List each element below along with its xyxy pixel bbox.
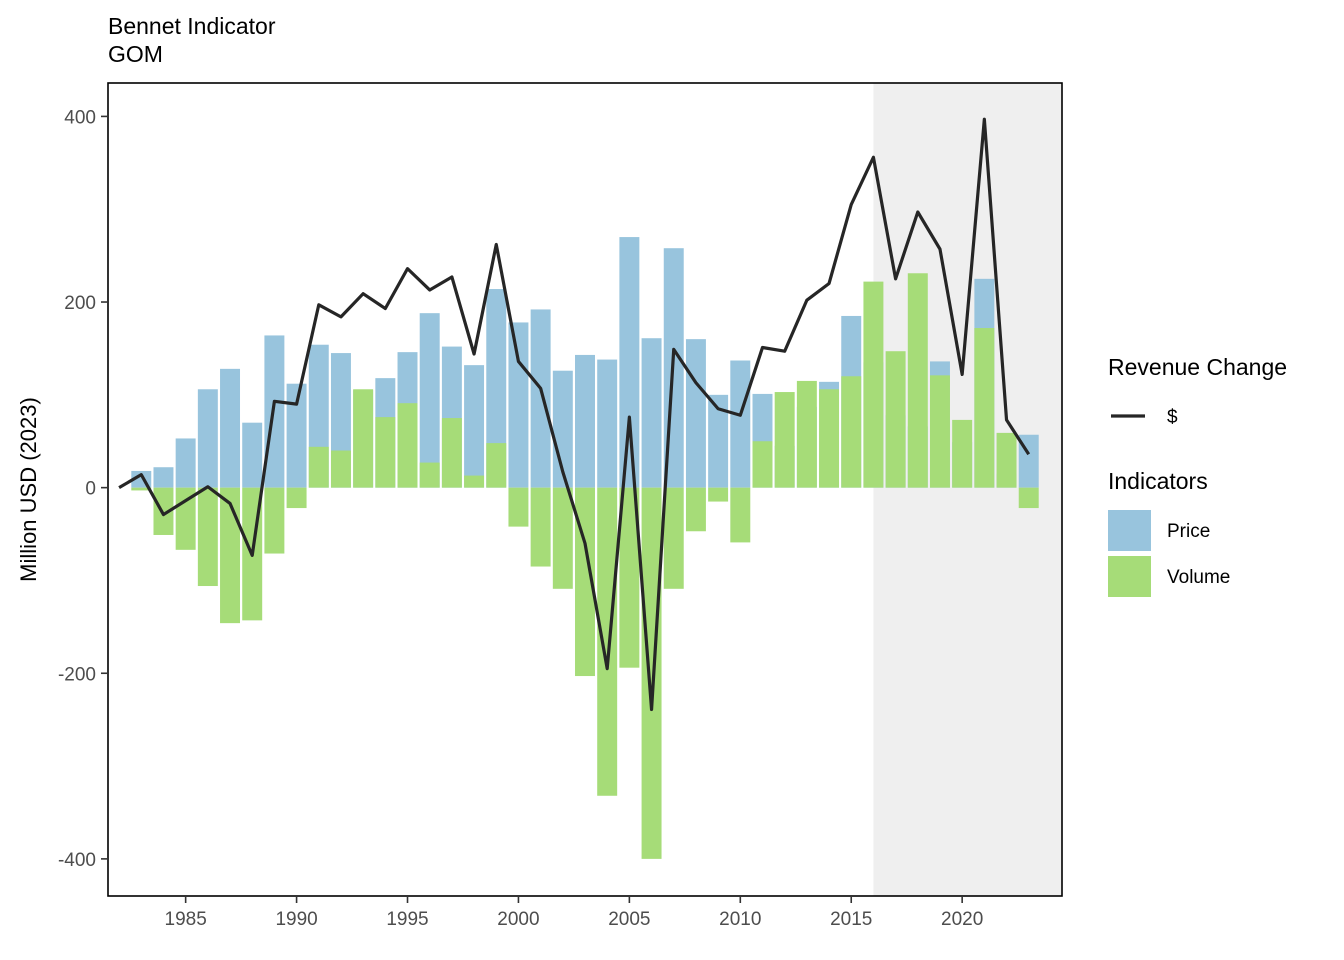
volume-bar-2021 (974, 328, 995, 488)
chart-titles: Bennet Indicator GOM (108, 13, 276, 67)
x-tick-label: 1985 (165, 909, 207, 930)
volume-bar-1991 (308, 446, 329, 488)
price-bar-2001 (530, 309, 551, 488)
volume-bar-2008 (685, 487, 706, 532)
price-bar-2003 (575, 354, 595, 488)
legend-title: Indicators (1108, 468, 1208, 494)
volume-bar-1986 (197, 487, 218, 587)
legend: Revenue Change $ Indicators Price Volume (1108, 354, 1287, 597)
volume-bar-2009 (708, 487, 729, 502)
legend-label: Price (1167, 521, 1210, 542)
chart-subtitle: GOM (108, 41, 163, 67)
x-tick-label: 2000 (497, 909, 539, 930)
volume-bar-2015 (841, 376, 862, 488)
price-bar-2006 (641, 338, 662, 488)
volume-bar-1987 (220, 487, 241, 624)
volume-bar-1983 (131, 487, 152, 491)
legend-key-volume (1108, 556, 1151, 597)
volume-bar-2014 (819, 389, 840, 488)
volume-bar-2016 (863, 281, 884, 488)
revenue-change-line (118, 117, 1031, 712)
volume-bar-2013 (796, 380, 817, 488)
volume-bar-2011 (752, 441, 773, 488)
volume-bar-2010 (730, 487, 751, 543)
volume-bar-1992 (330, 450, 351, 488)
volume-bar-2012 (774, 392, 795, 488)
volume-bar-2003 (575, 487, 595, 677)
volume-bar-2022 (996, 432, 1017, 488)
plot-area (107, 82, 1063, 897)
y-tick-label: 200 (64, 293, 96, 314)
x-tick-label: 1990 (275, 909, 317, 930)
volume-bar-1995 (397, 403, 418, 488)
volume-bar-2020 (952, 419, 973, 488)
x-tick-label: 2010 (719, 909, 761, 930)
price-bar-2005 (619, 237, 640, 488)
x-tick-label: 2005 (608, 909, 650, 930)
y-tick-label: 400 (64, 107, 96, 128)
volume-bar-2019 (929, 375, 950, 488)
volume-bar-1997 (441, 418, 462, 488)
price-bar-1987 (220, 368, 241, 488)
legend-label: $ (1167, 407, 1178, 428)
volume-bar-2004 (597, 487, 618, 796)
legend-key-price (1108, 510, 1151, 551)
volume-bar-1998 (464, 475, 485, 488)
price-bar-1985 (175, 438, 196, 488)
volume-bars (131, 273, 1039, 859)
y-axis-title: Million USD (2023) (16, 397, 41, 582)
volume-bar-2000 (508, 487, 529, 527)
volume-bar-1999 (486, 443, 507, 488)
revenue-change-line-group (118, 117, 1031, 712)
price-bar-1996 (419, 313, 440, 488)
y-tick-label: -400 (58, 850, 96, 871)
price-bar-2004 (597, 359, 618, 488)
volume-bar-1989 (264, 487, 285, 554)
y-axis: -400 -200 0 200 400 (58, 107, 108, 871)
volume-bar-2018 (907, 273, 928, 488)
panel-border (107, 82, 1063, 897)
y-tick-label: 0 (85, 479, 96, 500)
price-bar-1988 (242, 422, 263, 488)
x-tick-label: 2020 (941, 909, 983, 930)
volume-bar-1993 (353, 389, 374, 488)
volume-bar-2002 (552, 487, 573, 589)
volume-bar-2001 (530, 487, 551, 567)
price-bar-1998 (464, 365, 485, 488)
volume-bar-2017 (885, 351, 906, 488)
price-bar-1990 (286, 383, 307, 488)
price-bar-2009 (708, 394, 729, 488)
price-bar-1984 (153, 467, 174, 488)
x-tick-label: 2015 (830, 909, 872, 930)
volume-bar-1994 (375, 417, 396, 488)
x-tick-label: 1995 (386, 909, 428, 930)
chart-title: Bennet Indicator (108, 13, 276, 39)
x-axis: 1985 1990 1995 2000 2005 2010 2015 2020 (165, 896, 983, 930)
legend-label: Volume (1167, 567, 1230, 588)
volume-bar-2023 (1018, 487, 1039, 509)
y-tick-label: -200 (58, 664, 96, 685)
volume-bar-1990 (286, 487, 307, 509)
volume-bar-2005 (619, 487, 640, 668)
legend-title: Revenue Change (1108, 354, 1287, 380)
price-bar-1986 (197, 389, 218, 488)
volume-bar-1996 (419, 462, 440, 488)
price-bar-2010 (730, 360, 751, 488)
price-bar-2000 (508, 322, 529, 488)
legend-group-0: Revenue Change $ (1108, 354, 1287, 428)
volume-bar-2007 (663, 487, 684, 589)
price-bar-2008 (685, 339, 706, 488)
legend-group-1: Indicators Price Volume (1108, 468, 1230, 597)
volume-bar-2006 (641, 487, 662, 859)
price-bar-1999 (486, 289, 507, 488)
